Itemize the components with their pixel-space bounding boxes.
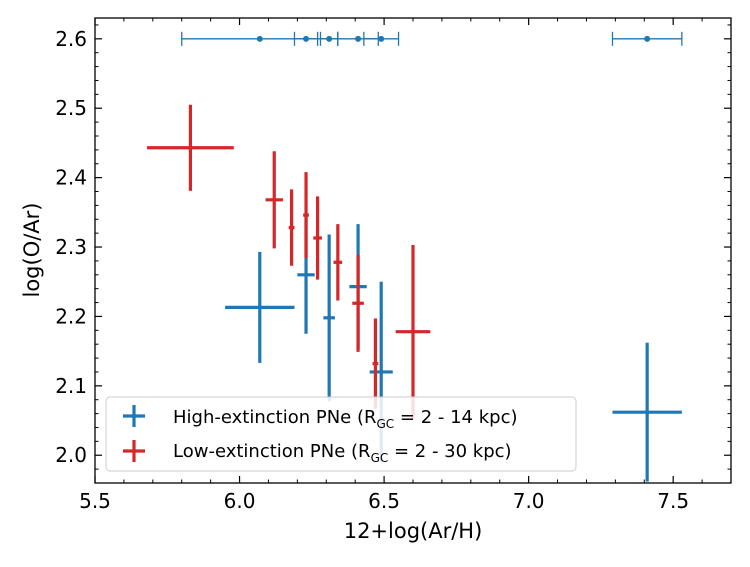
topline-errorbars: [181, 31, 683, 46]
high-extinction-point: [225, 251, 295, 363]
topline-point: [326, 35, 333, 42]
y-axis-label: log(O/Ar): [20, 202, 44, 297]
legend-marker-low-extinction: [123, 440, 145, 462]
x-axis-label: 12+log(Ar/H): [344, 519, 483, 543]
topline-point: [355, 35, 362, 42]
low-extinction-point: [333, 224, 343, 301]
point-marker: [272, 197, 277, 203]
point-marker: [379, 369, 384, 375]
y-tick-label: 2.1: [55, 374, 87, 398]
topline-point: [378, 35, 385, 42]
high-extinction-point: [612, 342, 682, 482]
legend-label-high-extinction: High-extinction PNe (RGC = 2 - 14 kpc): [173, 407, 517, 431]
low-extinction-point: [265, 151, 283, 249]
low-extinction-point: [288, 189, 295, 266]
legend-label-low-extinction: Low-extinction PNe (RGC = 2 - 30 kpc): [173, 441, 512, 465]
point-marker: [188, 145, 193, 150]
low-extinction-point: [395, 244, 431, 419]
legend: High-extinction PNe (RGC = 2 - 14 kpc) L…: [105, 396, 577, 472]
low-extinction-point: [147, 104, 234, 191]
x-tick-label: 7.0: [513, 489, 545, 513]
legend-marker-high-extinction: [123, 405, 145, 427]
point-marker: [410, 329, 416, 334]
y-tick-label: 2.3: [55, 235, 87, 259]
y-tick-label: 2.0: [55, 443, 87, 467]
topline-point: [303, 35, 310, 42]
data-points: [147, 104, 682, 482]
point-marker: [303, 212, 309, 218]
topline-point: [256, 35, 263, 42]
low-extinction-point: [372, 318, 379, 409]
point-marker: [373, 361, 378, 366]
point-marker: [289, 225, 294, 230]
point-marker: [303, 272, 309, 277]
point-marker: [335, 260, 341, 265]
y-tick-label: 2.5: [55, 96, 87, 120]
point-marker: [257, 305, 262, 310]
high-extinction-point: [323, 234, 335, 402]
x-tick-label: 6.5: [368, 489, 400, 513]
x-tick-label: 7.5: [657, 489, 689, 513]
x-tick-label: 5.5: [79, 489, 111, 513]
topline-point: [644, 35, 651, 42]
plot-frame: [94, 17, 732, 484]
point-marker: [644, 410, 650, 415]
y-tick-label: 2.4: [55, 166, 87, 190]
legend-box: [105, 396, 577, 472]
axis-ticks: 5.5 6.0 6.5 7.0 7.5 2.0 2.1 2.2 2.3 2.4 2.5 2.6: [55, 18, 732, 513]
point-marker: [355, 301, 361, 306]
point-marker: [326, 315, 332, 321]
y-tick-label: 2.2: [55, 304, 87, 328]
x-tick-label: 6.0: [224, 489, 256, 513]
low-extinction-point: [352, 254, 364, 352]
y-tick-label: 2.6: [55, 27, 87, 51]
low-extinction-point: [313, 196, 322, 280]
low-extinction-point: [303, 172, 309, 259]
point-marker: [315, 235, 320, 241]
